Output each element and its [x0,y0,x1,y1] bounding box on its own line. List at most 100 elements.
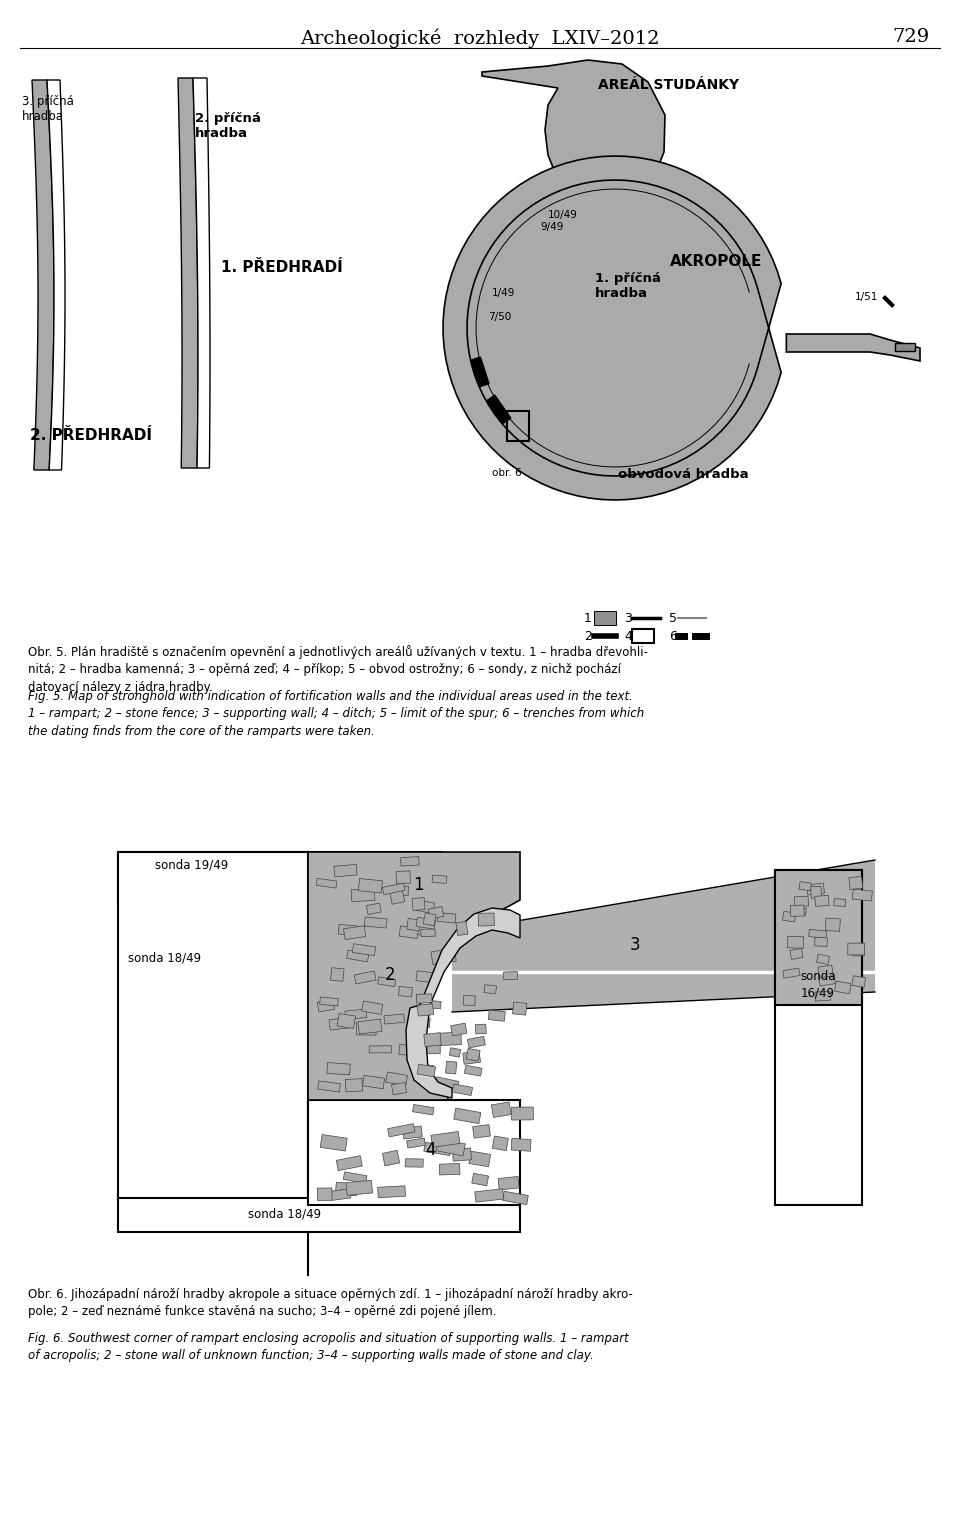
Bar [415,899,435,913]
Bar [787,936,804,948]
Bar [808,930,827,939]
Bar [790,948,804,960]
Text: 1. PŘEDHRADÍ: 1. PŘEDHRADÍ [221,260,343,276]
Bar [511,1139,531,1151]
Bar [398,1045,419,1057]
Bar [318,1081,341,1092]
Bar [437,913,456,924]
Polygon shape [178,79,198,468]
Bar [356,1022,376,1036]
Text: sonda 18/49: sonda 18/49 [128,951,202,964]
Text: sonda 19/49: sonda 19/49 [155,858,228,872]
Bar [338,925,357,936]
Text: Obr. 6. Jihozápadní nároží hradby akropole a situace opěrných zdí. 1 – jihozápad: Obr. 6. Jihozápadní nároží hradby akropo… [28,1288,633,1319]
Bar [794,896,808,907]
Bar [318,999,334,1011]
Bar [492,1102,511,1117]
Polygon shape [786,335,920,360]
Bar [408,1034,421,1045]
Bar [329,1017,351,1030]
Polygon shape [47,80,65,469]
Bar [432,875,447,883]
Bar [352,943,375,955]
Bar [390,889,405,904]
Bar [782,967,800,978]
Polygon shape [32,80,54,469]
Bar [498,1176,519,1190]
Bar [384,1014,404,1023]
Bar [848,943,865,955]
Bar [790,905,804,916]
Polygon shape [308,852,520,1101]
Bar [416,917,436,930]
Bar [815,895,829,907]
Bar [449,1048,461,1057]
Text: 1: 1 [584,612,592,624]
Text: 7/50: 7/50 [488,312,512,322]
Bar [351,889,375,902]
Bar [799,881,811,890]
Text: sonda
16/49: sonda 16/49 [801,970,836,999]
Bar [377,1185,405,1198]
Bar [345,1010,367,1019]
Bar [423,1142,451,1155]
Bar [320,998,338,1005]
Bar [354,970,376,984]
Polygon shape [452,860,875,1011]
Bar [489,1010,505,1022]
Bar [418,1064,434,1073]
Bar [344,925,366,940]
Bar [347,949,369,961]
Bar [834,981,852,993]
Bar [382,1151,399,1166]
Bar [468,1151,491,1167]
Text: 1. příčná
hradba: 1. příčná hradba [595,273,660,300]
Bar [456,922,468,936]
Bar [632,628,654,643]
Text: 3: 3 [630,936,640,954]
Bar [424,1001,441,1008]
Bar [470,357,489,386]
Bar [817,954,829,964]
Bar [409,1016,430,1028]
Text: 2: 2 [385,966,396,984]
Bar [472,1125,491,1139]
Bar [118,852,442,899]
Bar [407,919,420,931]
Bar [358,878,382,893]
Bar [396,871,411,884]
Bar [326,1063,350,1075]
Bar [402,1126,422,1139]
Bar [794,907,806,916]
Bar [382,883,405,895]
Bar [418,1042,441,1054]
Bar [416,970,436,983]
Bar [418,1064,436,1076]
Text: Fig. 5. Map of stronghold with indication of fortification walls and the individ: Fig. 5. Map of stronghold with indicatio… [28,690,644,737]
Text: 1/51: 1/51 [855,292,878,301]
Bar [367,904,381,914]
Text: 10/49: 10/49 [548,210,578,220]
Bar [508,410,529,441]
Bar [454,1108,481,1123]
Text: 3. příčná
hradba: 3. příčná hradba [22,95,74,123]
Bar [826,917,840,931]
Bar [484,984,496,993]
Bar [435,1076,459,1090]
Bar [363,1075,385,1089]
Bar [775,871,862,1205]
Bar [118,1195,520,1232]
Text: 9/49: 9/49 [540,223,564,232]
Bar [431,948,456,964]
Bar [330,1188,350,1201]
Bar [393,886,408,895]
Text: 6: 6 [669,630,677,642]
Bar [852,975,866,987]
Bar [463,1051,481,1064]
Bar [810,886,822,898]
Bar [308,1101,520,1205]
Bar [452,1084,472,1096]
Bar [418,924,431,936]
Bar [475,1188,504,1202]
Bar [782,911,796,922]
